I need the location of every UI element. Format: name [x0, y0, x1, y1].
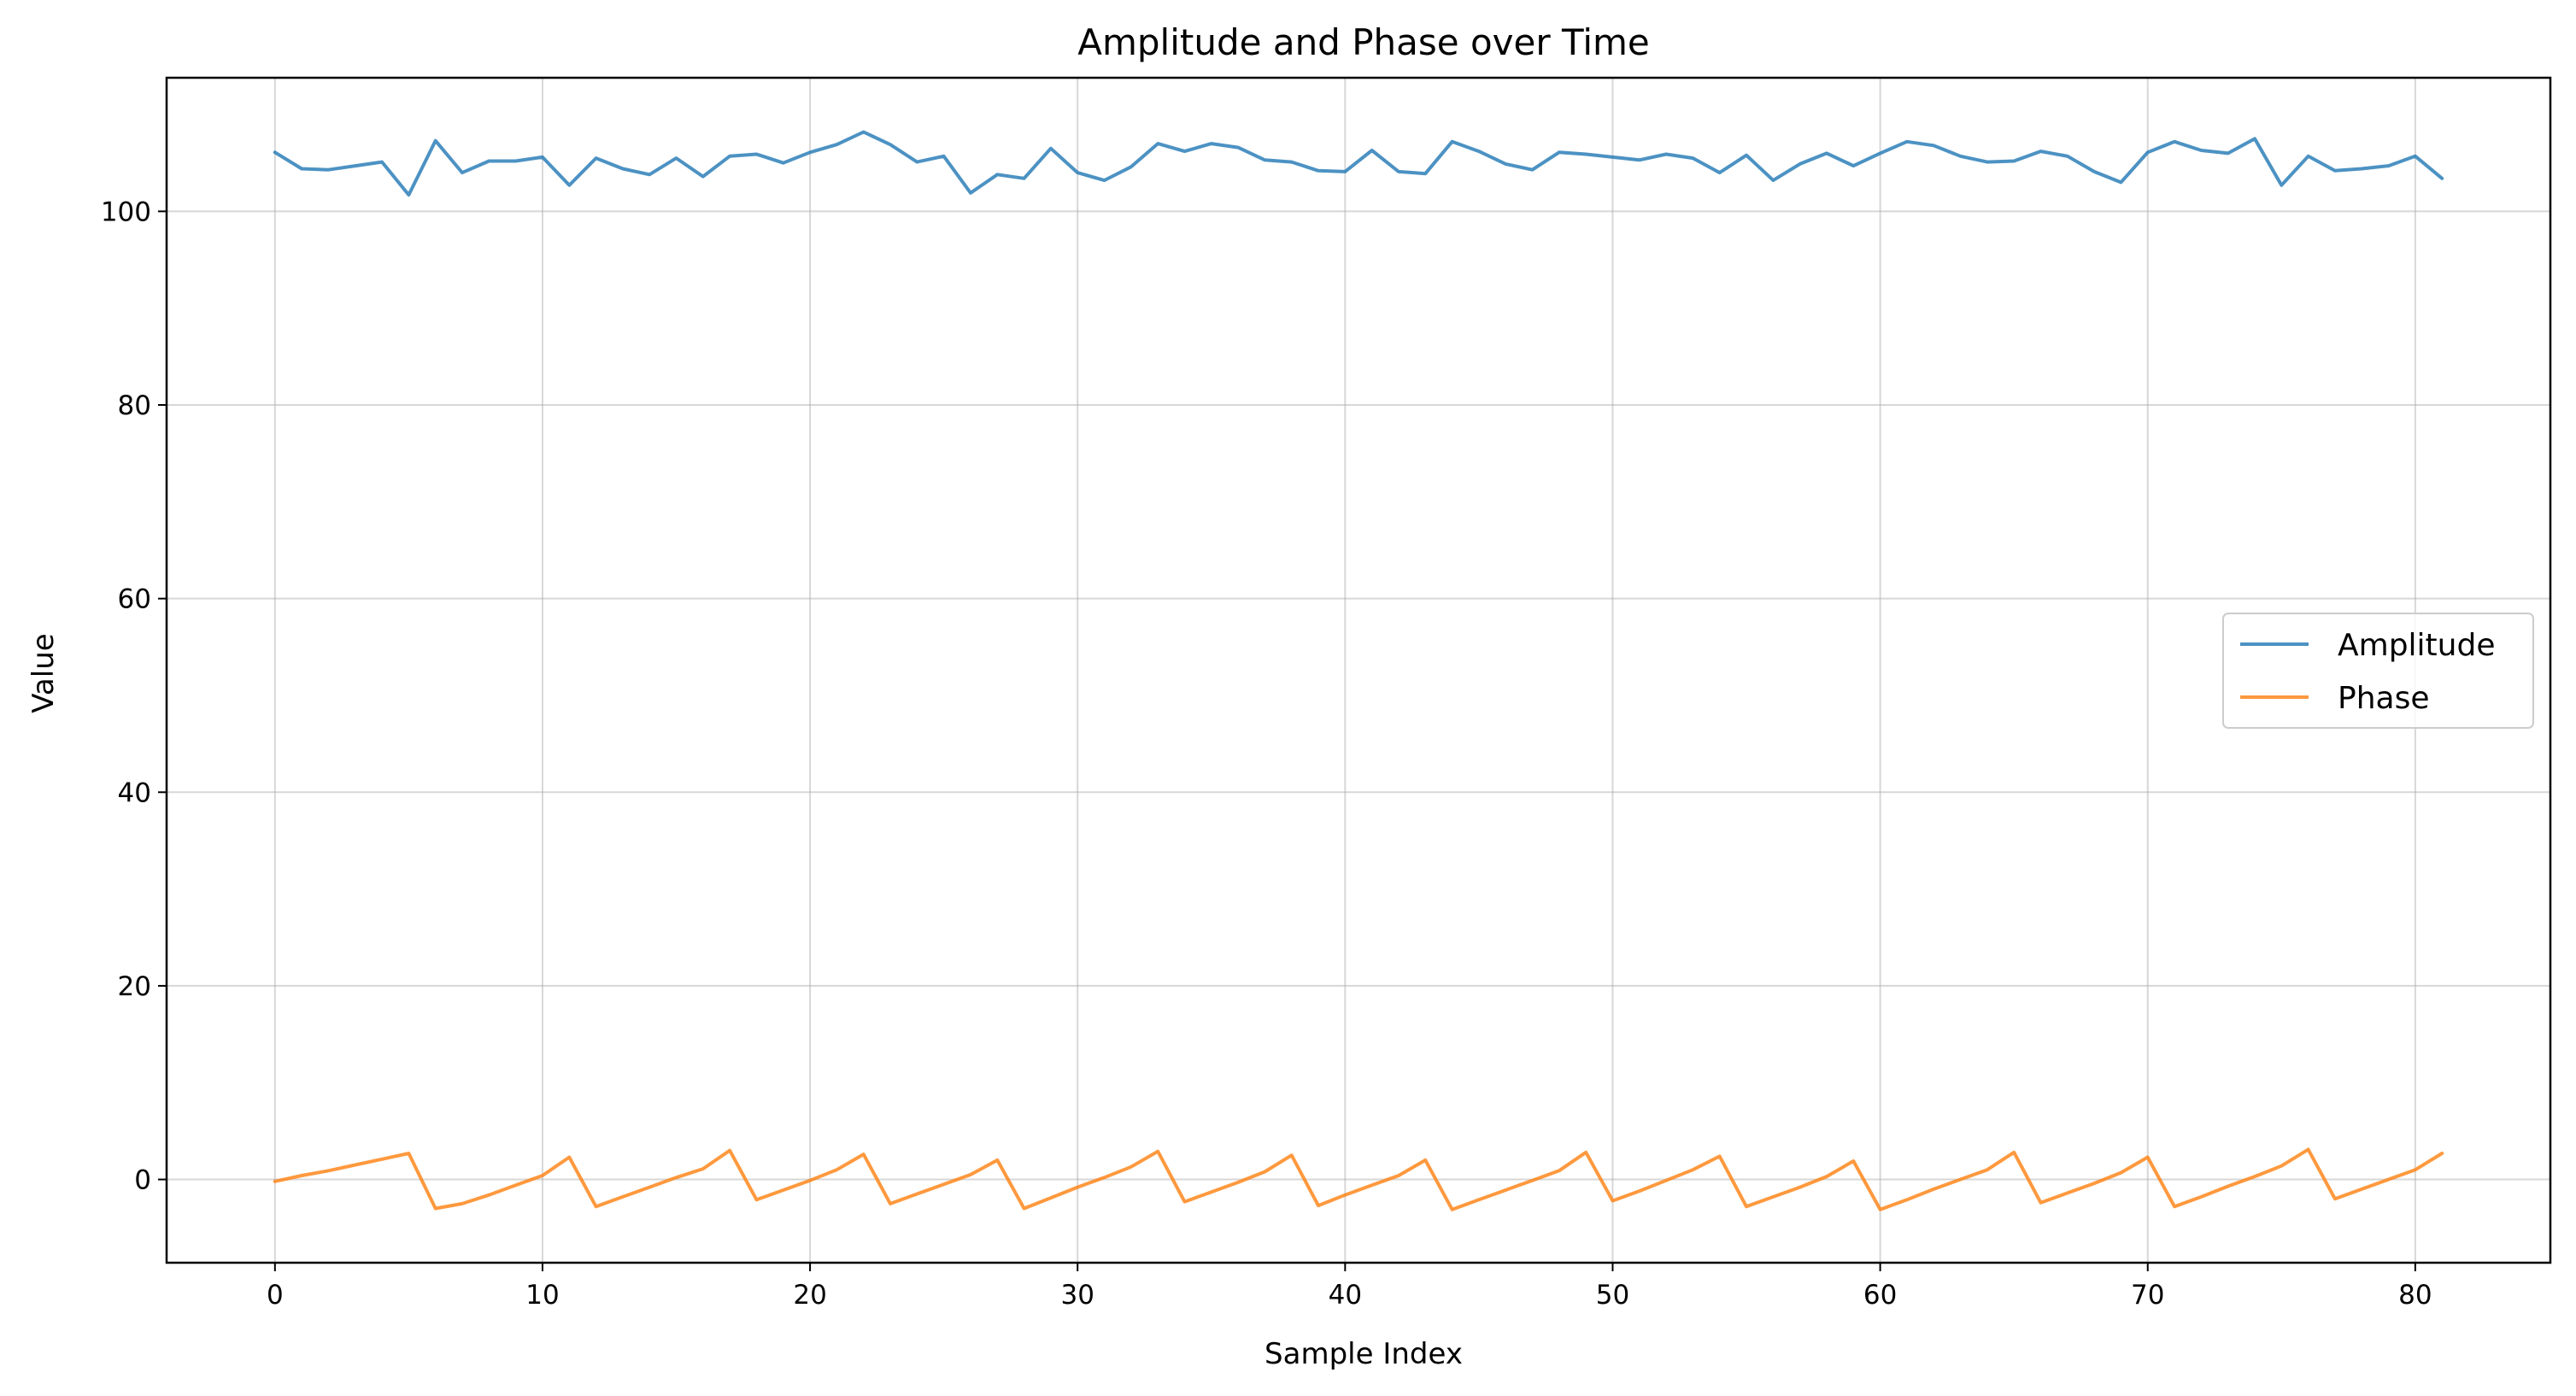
x-tick-label: 40	[1329, 1280, 1362, 1311]
axis-ticks: 0 10 20 30 40 50 60 70 80 0 20 40 60 80 100	[101, 196, 2432, 1311]
legend-box	[2222, 613, 2534, 729]
y-tick-label: 100	[101, 196, 151, 227]
series-line-amplitude	[273, 130, 2444, 197]
y-axis-label: Value	[26, 633, 61, 713]
x-tick-label: 20	[793, 1280, 826, 1311]
plot-frame	[165, 76, 2552, 1264]
x-tick-label: 70	[2131, 1280, 2164, 1311]
y-tick-label: 60	[118, 584, 151, 615]
grid-lines	[167, 78, 2550, 1263]
legend: Amplitude Phase	[2222, 613, 2534, 729]
chart-title: Amplitude and Phase over Time	[1077, 21, 1650, 63]
legend-label: Amplitude	[2338, 628, 2495, 663]
y-tick-label: 20	[118, 971, 151, 1002]
x-axis-label: Sample Index	[1265, 1337, 1463, 1371]
series-line-phase	[273, 1147, 2444, 1211]
x-tick-label: 0	[267, 1280, 284, 1311]
y-tick-label: 80	[118, 390, 151, 421]
x-tick-label: 50	[1596, 1280, 1629, 1311]
y-tick-label: 0	[134, 1165, 151, 1196]
x-tick-label: 60	[1863, 1280, 1897, 1311]
x-tick-label: 80	[2398, 1280, 2432, 1311]
x-tick-label: 30	[1060, 1280, 1094, 1311]
series-lines	[273, 130, 2444, 1211]
y-tick-label: 40	[118, 777, 151, 808]
legend-label: Phase	[2338, 681, 2430, 716]
x-tick-label: 10	[525, 1280, 559, 1311]
